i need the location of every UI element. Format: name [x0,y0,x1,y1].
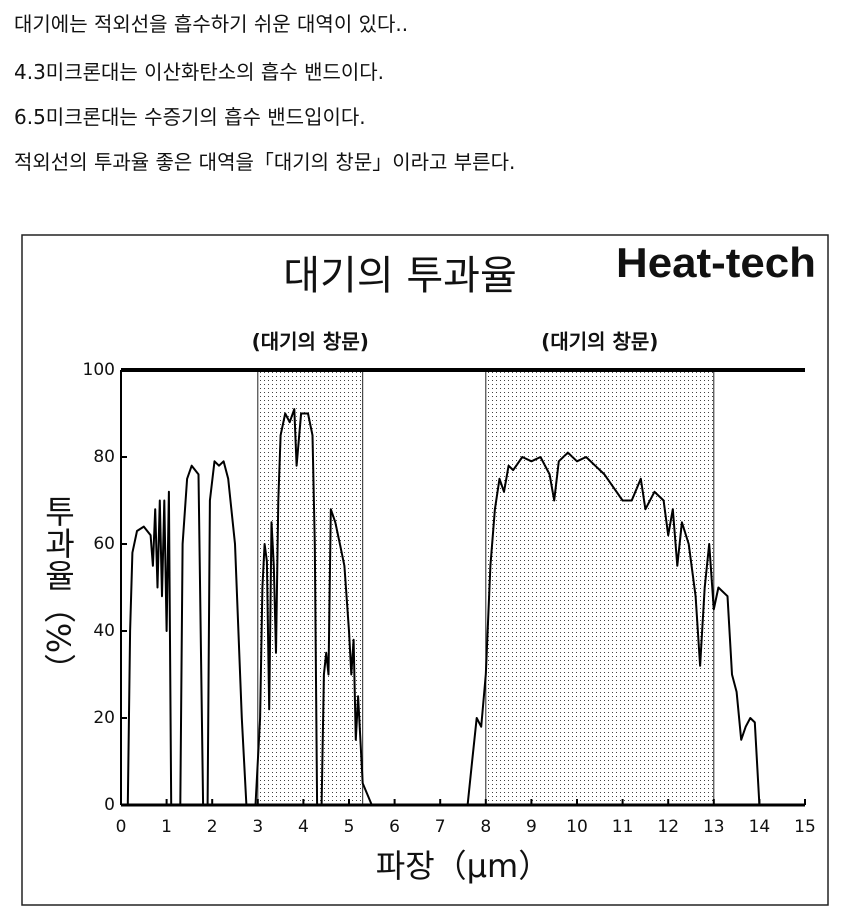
x-tick-label: 11 [612,817,634,837]
x-tick-label: 14 [749,817,771,837]
x-tick-label: 7 [435,817,446,837]
y-tick-label: 60 [93,534,115,554]
brand: Heat-tech [616,239,816,286]
y-tick-label: 20 [93,708,115,728]
x-axis-label: 파장（μm） [376,847,550,885]
x-tick-label: 6 [389,817,400,837]
paragraph: 대기에는 적외선을 흡수하기 쉬운 대역이 있다.. [14,12,409,36]
window-band [485,370,714,805]
y-tick-label: 100 [83,360,115,380]
paragraph: 적외선의 투과율 좋은 대역을「대기의 창문」이라고 부른다. [14,150,516,174]
y-tick-label: 40 [93,621,115,641]
window-label: (대기의 창문) [541,330,658,354]
y-tick-label: 80 [93,447,115,467]
x-tick-label: 4 [298,817,309,837]
x-tick-label: 13 [703,817,725,837]
paragraph: 6.5미크론대는 수증기의 흡수 밴드입이다. [14,105,366,129]
window-label: (대기의 창문) [252,330,369,354]
x-tick-label: 8 [480,817,491,837]
transmittance-line [126,408,761,806]
x-tick-label: 1 [161,817,172,837]
x-tick-label: 12 [657,817,679,837]
y-axis-label: 투과율（%） [39,495,77,685]
x-tick-label: 0 [116,817,127,837]
y-tick-label: 0 [104,795,115,815]
chart-title: 대기의 투과율 [283,253,517,299]
x-tick-label: 3 [252,817,263,837]
x-tick-label: 9 [526,817,537,837]
x-tick-label: 10 [566,817,588,837]
paragraph: 4.3미크론대는 이산화탄소의 흡수 밴드이다. [14,60,385,84]
x-tick-label: 2 [207,817,218,837]
x-tick-label: 5 [344,817,355,837]
x-tick-label: 15 [794,817,816,837]
